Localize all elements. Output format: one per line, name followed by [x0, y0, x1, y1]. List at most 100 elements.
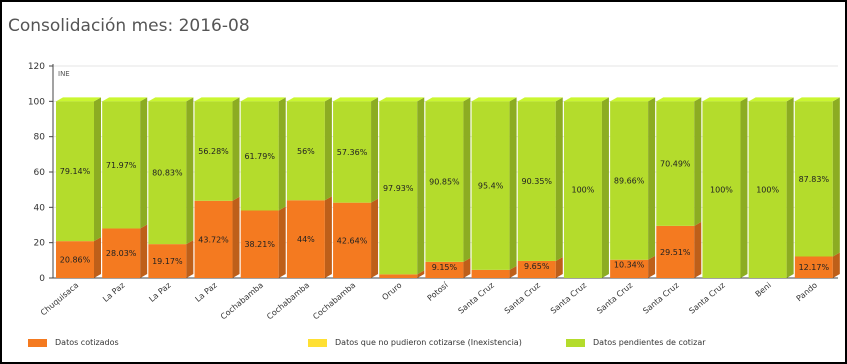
bar-side: [94, 237, 101, 278]
data-label: 70.49%: [660, 160, 691, 169]
legend-swatch-inexistencia: [308, 338, 327, 347]
data-label: 100%: [756, 186, 779, 195]
data-label: 71.97%: [106, 161, 137, 170]
x-tick-label: La Paz: [101, 281, 126, 304]
bar-side: [694, 97, 702, 226]
bar-cotizados: [286, 200, 325, 278]
data-label: 90.35%: [522, 177, 553, 186]
bar-top: [240, 97, 286, 102]
bar-top: [333, 97, 379, 102]
bar-pendientes: [748, 101, 787, 278]
bar-top: [748, 97, 794, 102]
data-label: 56%: [297, 147, 315, 156]
data-label: 28.03%: [106, 249, 137, 258]
data-label: 89.66%: [614, 177, 645, 186]
bar-pendientes: [286, 101, 325, 201]
bar-top: [517, 97, 563, 102]
bar-cotizados: [240, 210, 279, 278]
x-axis: Chuquisaca La Paz La Paz La Paz Cochabamba Co…: [39, 280, 819, 321]
data-label: 38.21%: [244, 240, 275, 249]
bar-side: [140, 97, 148, 229]
bar-side: [463, 97, 471, 262]
data-label: 100%: [572, 186, 595, 195]
bar-top: [471, 97, 517, 102]
y-tick-label: 80: [34, 133, 46, 143]
bar-top: [194, 97, 240, 102]
bar-side: [140, 224, 148, 278]
legend-item-pendientes[interactable]: Datos pendientes de cotizar: [566, 338, 706, 347]
bar-side: [832, 252, 840, 278]
data-label: 42.64%: [337, 236, 368, 245]
bar-pendientes: [56, 101, 94, 242]
bar-pendientes: [148, 101, 187, 245]
bar-side: [371, 97, 379, 203]
data-label: 57.36%: [337, 148, 368, 157]
bar-pendientes: [240, 101, 279, 211]
bar-cotizados: [610, 259, 649, 278]
bar-side: [324, 196, 332, 278]
bar-top: [610, 97, 656, 102]
bar-top: [56, 97, 101, 102]
x-tick-label: Santa Cruz: [457, 281, 496, 316]
y-tick-label: 120: [28, 62, 45, 72]
x-tick-label: Santa Cruz: [687, 281, 726, 316]
bar-side: [555, 256, 563, 278]
bar-pendientes: [379, 101, 418, 275]
data-label: 95.4%: [478, 182, 504, 191]
y-tick-label: 20: [34, 239, 46, 249]
x-tick-label: Cochabamba: [265, 281, 311, 322]
data-label: 19.17%: [152, 257, 183, 266]
x-tick-label: Chuquisaca: [39, 281, 80, 318]
data-label: 61.79%: [244, 152, 275, 161]
x-tick-label: Cochabamba: [219, 281, 265, 322]
bar-side: [232, 97, 240, 201]
bar-pendientes: [425, 101, 464, 262]
bar-side: [94, 97, 101, 242]
bar-side: [186, 97, 194, 245]
bar-top: [425, 97, 471, 102]
bar-cotizados: [425, 261, 464, 278]
legend-swatch-cotizados: [28, 338, 47, 347]
y-tick-label: 0: [39, 274, 45, 284]
bar-pendientes: [794, 101, 833, 257]
x-tick-label: Cochabamba: [311, 281, 357, 322]
bar-top: [102, 97, 148, 102]
bar-cotizados: [333, 202, 372, 278]
x-tick-label: Santa Cruz: [595, 281, 634, 316]
bar-side: [186, 240, 194, 278]
bar-side: [371, 198, 379, 278]
x-tick-label: Santa Cruz: [549, 281, 588, 316]
x-tick-label: Beni: [754, 281, 773, 299]
bar-side: [832, 97, 840, 257]
x-tick-label: La Paz: [147, 281, 172, 304]
x-tick-label: Potosí: [426, 280, 451, 303]
bar-pendientes: [610, 101, 649, 260]
bar-cotizados: [471, 269, 510, 278]
x-tick-label: Oruro: [380, 281, 403, 303]
bar-side: [786, 97, 794, 278]
data-label: 20.86%: [60, 256, 91, 265]
bar-side: [740, 97, 748, 278]
bar-side: [694, 221, 702, 278]
bar-side: [278, 97, 286, 211]
data-label: 80.83%: [152, 169, 183, 178]
bar-side: [648, 255, 656, 278]
bar-side: [601, 97, 609, 278]
x-tick-label: Santa Cruz: [503, 281, 542, 316]
data-label: 12.17%: [799, 263, 830, 272]
data-labels: 20.86% 79.14% 28.03% 71.97% 19.17% 80.83% 43.7…: [60, 147, 830, 272]
legend-item-cotizados[interactable]: Datos cotizados: [28, 338, 119, 347]
bar-pendientes: [333, 101, 372, 203]
bar-side: [463, 257, 471, 278]
bars: [56, 97, 840, 278]
bar-pendientes: [102, 101, 141, 229]
data-label: 79.14%: [60, 167, 91, 176]
bar-cotizados: [794, 256, 833, 278]
data-label: 44%: [297, 235, 315, 244]
legend-item-inexistencia[interactable]: Datos que no pudieron cotizarse (Inexist…: [308, 338, 522, 347]
x-tick-label: La Paz: [194, 281, 219, 304]
bar-top: [794, 97, 840, 102]
x-tick-label: Pando: [795, 281, 820, 304]
bar-pendientes: [194, 101, 233, 201]
legend-label-pendientes: Datos pendientes de cotizar: [593, 338, 706, 347]
